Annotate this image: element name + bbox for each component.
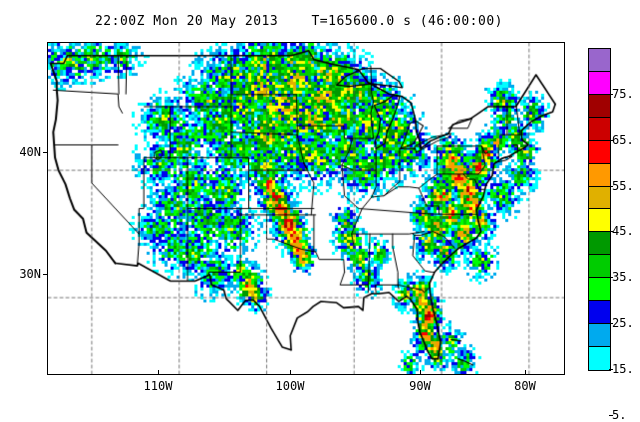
colorbar-band-35 — [589, 232, 610, 256]
colorbar-band-20 — [589, 301, 610, 325]
colorbar-tick-5: 5. — [612, 407, 627, 422]
colorbar-tick-15: 15. — [612, 362, 634, 376]
colorbar-tick-45: 45. — [612, 224, 634, 239]
x-tickmark — [158, 370, 159, 375]
colorbar-tickmark — [609, 369, 613, 370]
colorbar-tick-75: 75. — [612, 86, 634, 101]
y-tickmark — [43, 274, 48, 275]
colorbar-band-50 — [589, 163, 610, 187]
colorbar-band-45 — [589, 186, 610, 210]
x-tickmark — [290, 370, 291, 375]
colorbar — [588, 48, 611, 371]
x-tick-100w: 100W — [275, 379, 305, 393]
colorbar-tickmark — [609, 93, 613, 95]
colorbar-band-60 — [589, 117, 610, 141]
y-tick-30n: 30N — [19, 267, 41, 281]
map-frame — [47, 42, 565, 375]
colorbar-band-10 — [589, 346, 610, 370]
colorbar-band-75 — [589, 49, 610, 72]
y-tickmark — [43, 152, 48, 153]
colorbar-tick-35: 35. — [612, 270, 634, 285]
x-tickmark — [525, 370, 526, 375]
colorbar-tickmark — [609, 323, 613, 325]
x-tickmark — [420, 370, 421, 375]
y-tick-40n: 40N — [19, 145, 41, 159]
reflectivity-field — [48, 43, 564, 374]
colorbar-tick-55: 55. — [612, 178, 634, 193]
x-tick-90w: 90W — [409, 379, 431, 393]
colorbar-tickmark — [609, 231, 613, 233]
colorbar-band-65 — [589, 94, 610, 118]
plot-root: 22:00Z Mon 20 May 2013 T=165600.0 s (46:… — [19, 14, 634, 422]
colorbar-band-25 — [589, 278, 610, 302]
colorbar-tickmark — [609, 185, 613, 187]
colorbar-tick-25: 25. — [612, 316, 634, 331]
plot-title: 22:00Z Mon 20 May 2013 T=165600.0 s (46:… — [94, 14, 503, 29]
colorbar-band-70 — [589, 71, 610, 95]
colorbar-band-30 — [589, 255, 610, 279]
colorbar-tickmark — [609, 139, 613, 141]
colorbar-tick-65: 65. — [612, 132, 634, 147]
x-tick-110w: 110W — [143, 379, 173, 393]
colorbar-band-55 — [589, 140, 610, 164]
x-tick-80w: 80W — [514, 379, 536, 393]
colorbar-band-15 — [589, 324, 610, 347]
colorbar-tickmark — [609, 277, 613, 279]
colorbar-band-40 — [589, 209, 610, 233]
colorbar-tickmark — [609, 414, 613, 416]
